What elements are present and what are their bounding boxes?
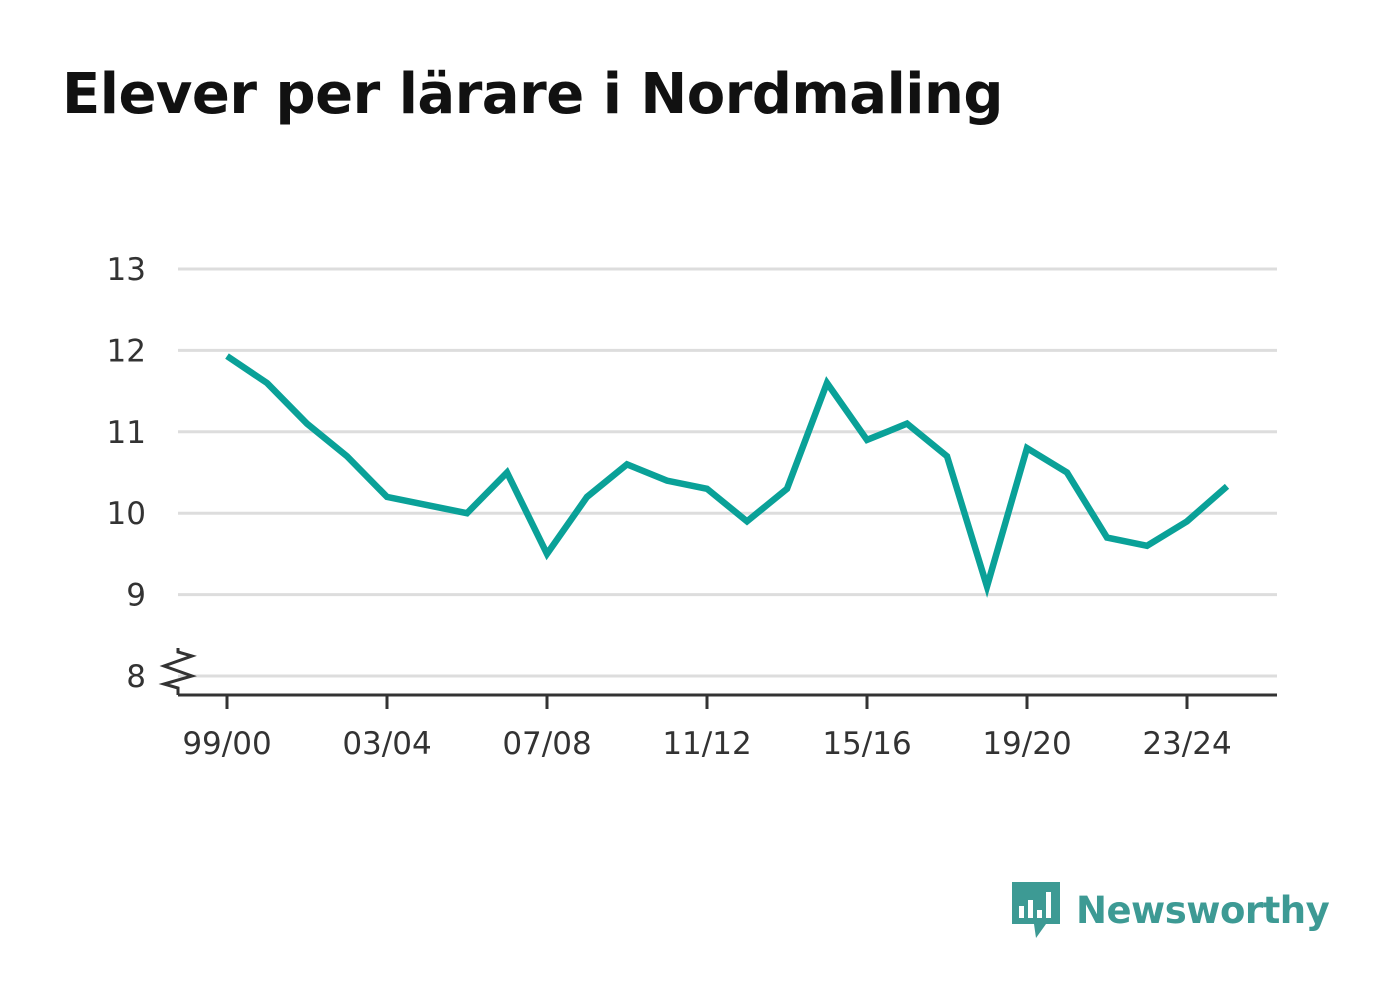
y-axis-break-icon: [158, 648, 197, 695]
x-tick-label: 07/08: [502, 726, 591, 762]
x-tick-label: 15/16: [822, 726, 911, 762]
y-tick-label: 9: [126, 578, 146, 614]
series-group: [225, 353, 1230, 598]
y-tick-label: 12: [107, 333, 146, 369]
newsworthy-bar-chart-icon: [1012, 882, 1060, 938]
y-tick-label: 10: [107, 496, 146, 532]
y-axis-ticks: 8 9 10 11 12 13: [107, 252, 197, 695]
grid-lines: [178, 267, 1277, 678]
x-tick-label: 03/04: [342, 726, 431, 762]
y-tick-label: 11: [107, 415, 146, 451]
brand-name: Newsworthy: [1076, 888, 1330, 932]
newsworthy-logo: Newsworthy: [1010, 880, 1330, 940]
x-tick-label: 23/24: [1142, 726, 1231, 762]
x-tick-label: 99/00: [182, 726, 271, 762]
x-tick-label: 19/20: [982, 726, 1071, 762]
x-axis: 99/00 03/04 07/08 11/12 15/16 19/20 23/24: [178, 693, 1277, 762]
series-line: [225, 353, 1230, 598]
y-tick-label: 13: [107, 252, 146, 288]
x-tick-label: 11/12: [662, 726, 751, 762]
y-tick-label: 8: [126, 659, 146, 695]
chart-title: Elever per lärare i Nordmaling: [62, 62, 1003, 127]
